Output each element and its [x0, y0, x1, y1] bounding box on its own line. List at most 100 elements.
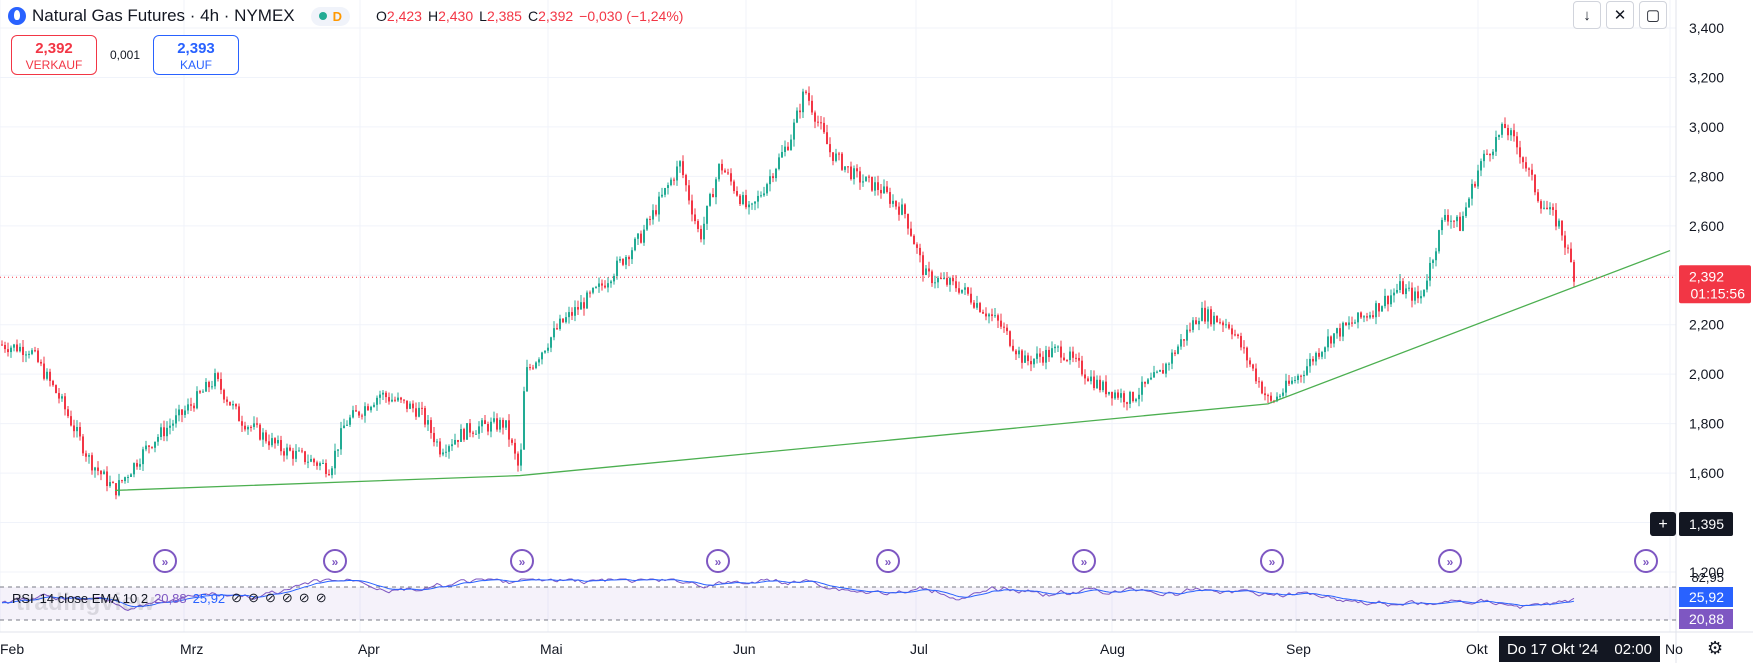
candle-body [1528, 168, 1530, 170]
candle-body [1321, 352, 1323, 357]
candle-body [190, 404, 192, 406]
event-marker-icon[interactable] [1634, 549, 1658, 573]
candle-body [1366, 316, 1368, 318]
candle-body [1345, 322, 1347, 326]
candle-body [922, 255, 924, 275]
candle-body [691, 200, 693, 215]
candle-body [1171, 352, 1173, 364]
event-marker-icon[interactable] [510, 549, 534, 573]
candle-body [160, 427, 162, 437]
candle-body [802, 91, 804, 113]
candle-body [79, 426, 81, 437]
crosshair-price: 1,395 [1689, 516, 1724, 532]
candle-body [1183, 339, 1185, 341]
plus-icon[interactable]: + [1658, 516, 1667, 533]
candle-body [1483, 153, 1485, 162]
event-marker-icon[interactable] [1260, 549, 1284, 573]
collapse-icon[interactable]: ✕ [1606, 1, 1634, 29]
candle-body [400, 397, 402, 400]
event-marker-icon[interactable] [1438, 549, 1462, 573]
candle-body [280, 440, 282, 452]
candle-body [1264, 393, 1266, 396]
candle-body [310, 458, 312, 462]
candle-body [1054, 346, 1056, 349]
candle-body [1057, 346, 1059, 348]
candle-body [1102, 381, 1104, 391]
candle-body [724, 170, 726, 173]
candle-body [1000, 320, 1002, 327]
candle-body [391, 399, 393, 402]
candle-body [721, 163, 723, 171]
candle-body [1123, 393, 1125, 403]
candle-body [592, 287, 594, 293]
candle-body [346, 424, 348, 426]
candle-body [673, 179, 675, 181]
price-axis-tick: 3,400 [1689, 20, 1724, 36]
market-status-pill[interactable]: D [310, 6, 351, 26]
candle-body [145, 445, 147, 450]
candle-body [925, 268, 927, 275]
symbol-title[interactable]: Natural Gas Futures · 4h · NYMEX [32, 6, 295, 25]
arrow-down-icon[interactable]: ↓ [1573, 1, 1601, 29]
price-axis-tick: 3,000 [1689, 119, 1724, 135]
ohlc-value: 2,385 [486, 8, 522, 24]
candle-body [379, 394, 381, 398]
arrow-right-icon: » [1643, 555, 1650, 569]
candle-body [91, 455, 93, 471]
candle-body [763, 193, 765, 196]
symbol-header: Natural Gas Futures · 4h · NYMEX D O2,42… [8, 4, 683, 28]
candle-body [1210, 309, 1212, 325]
sell-button[interactable]: 2,392 VERKAUF [11, 35, 97, 75]
candle-body [475, 433, 477, 435]
price-axis-tick: 1,800 [1689, 416, 1724, 432]
candle-body [1567, 247, 1569, 249]
candle-body [1291, 380, 1293, 384]
event-marker-icon[interactable] [323, 549, 347, 573]
event-marker-icon[interactable] [1072, 549, 1096, 573]
candle-body [667, 185, 669, 189]
candle-body [772, 176, 774, 179]
candle-body [295, 450, 297, 459]
candle-body [1159, 370, 1161, 372]
candle-body [766, 184, 768, 194]
candle-body [1294, 380, 1296, 382]
candle-body [619, 258, 621, 261]
candle-body [337, 449, 339, 451]
candle-body [157, 436, 159, 442]
time-axis-label: Apr [358, 641, 380, 657]
event-marker-icon[interactable] [706, 549, 730, 573]
candle-body [1399, 281, 1401, 290]
candle-body [1420, 296, 1422, 299]
trendline[interactable] [114, 249, 1671, 492]
candle-body [370, 406, 372, 411]
spread-value: 0,001 [110, 48, 141, 62]
candle-body [1375, 303, 1377, 318]
candle-body [433, 432, 435, 443]
candle-body [1243, 347, 1245, 349]
price-axis-tick: 2,000 [1689, 366, 1724, 382]
candle-body [1459, 216, 1461, 231]
candle-body [1051, 348, 1053, 358]
candle-body [1120, 393, 1122, 398]
candle-body [298, 450, 300, 452]
ohlc-key: H [427, 8, 439, 24]
event-marker-icon[interactable] [153, 549, 177, 573]
candle-body [10, 347, 12, 353]
add-alert-button-bg[interactable] [1650, 512, 1676, 536]
candle-body [1381, 306, 1383, 312]
rsi-legend[interactable]: RSI 14 close EMA 10 2 20,88 25,92 ⊘ ⊘ ⊘ … [12, 590, 327, 606]
buy-button[interactable]: 2,393 KAUF [153, 35, 239, 75]
candle-body [427, 420, 429, 425]
event-marker-icon[interactable] [876, 549, 900, 573]
fullscreen-icon[interactable]: ▢ [1639, 1, 1667, 29]
candle-body [616, 260, 618, 276]
candle-body [565, 317, 567, 323]
candle-body [208, 381, 210, 388]
candle-body [1372, 315, 1374, 318]
candle-body [220, 378, 222, 390]
ohlc-item: O2,423 [376, 8, 422, 24]
gear-icon[interactable]: ⚙ [1707, 638, 1724, 658]
candle-body [385, 392, 387, 398]
candle-body [880, 189, 882, 194]
